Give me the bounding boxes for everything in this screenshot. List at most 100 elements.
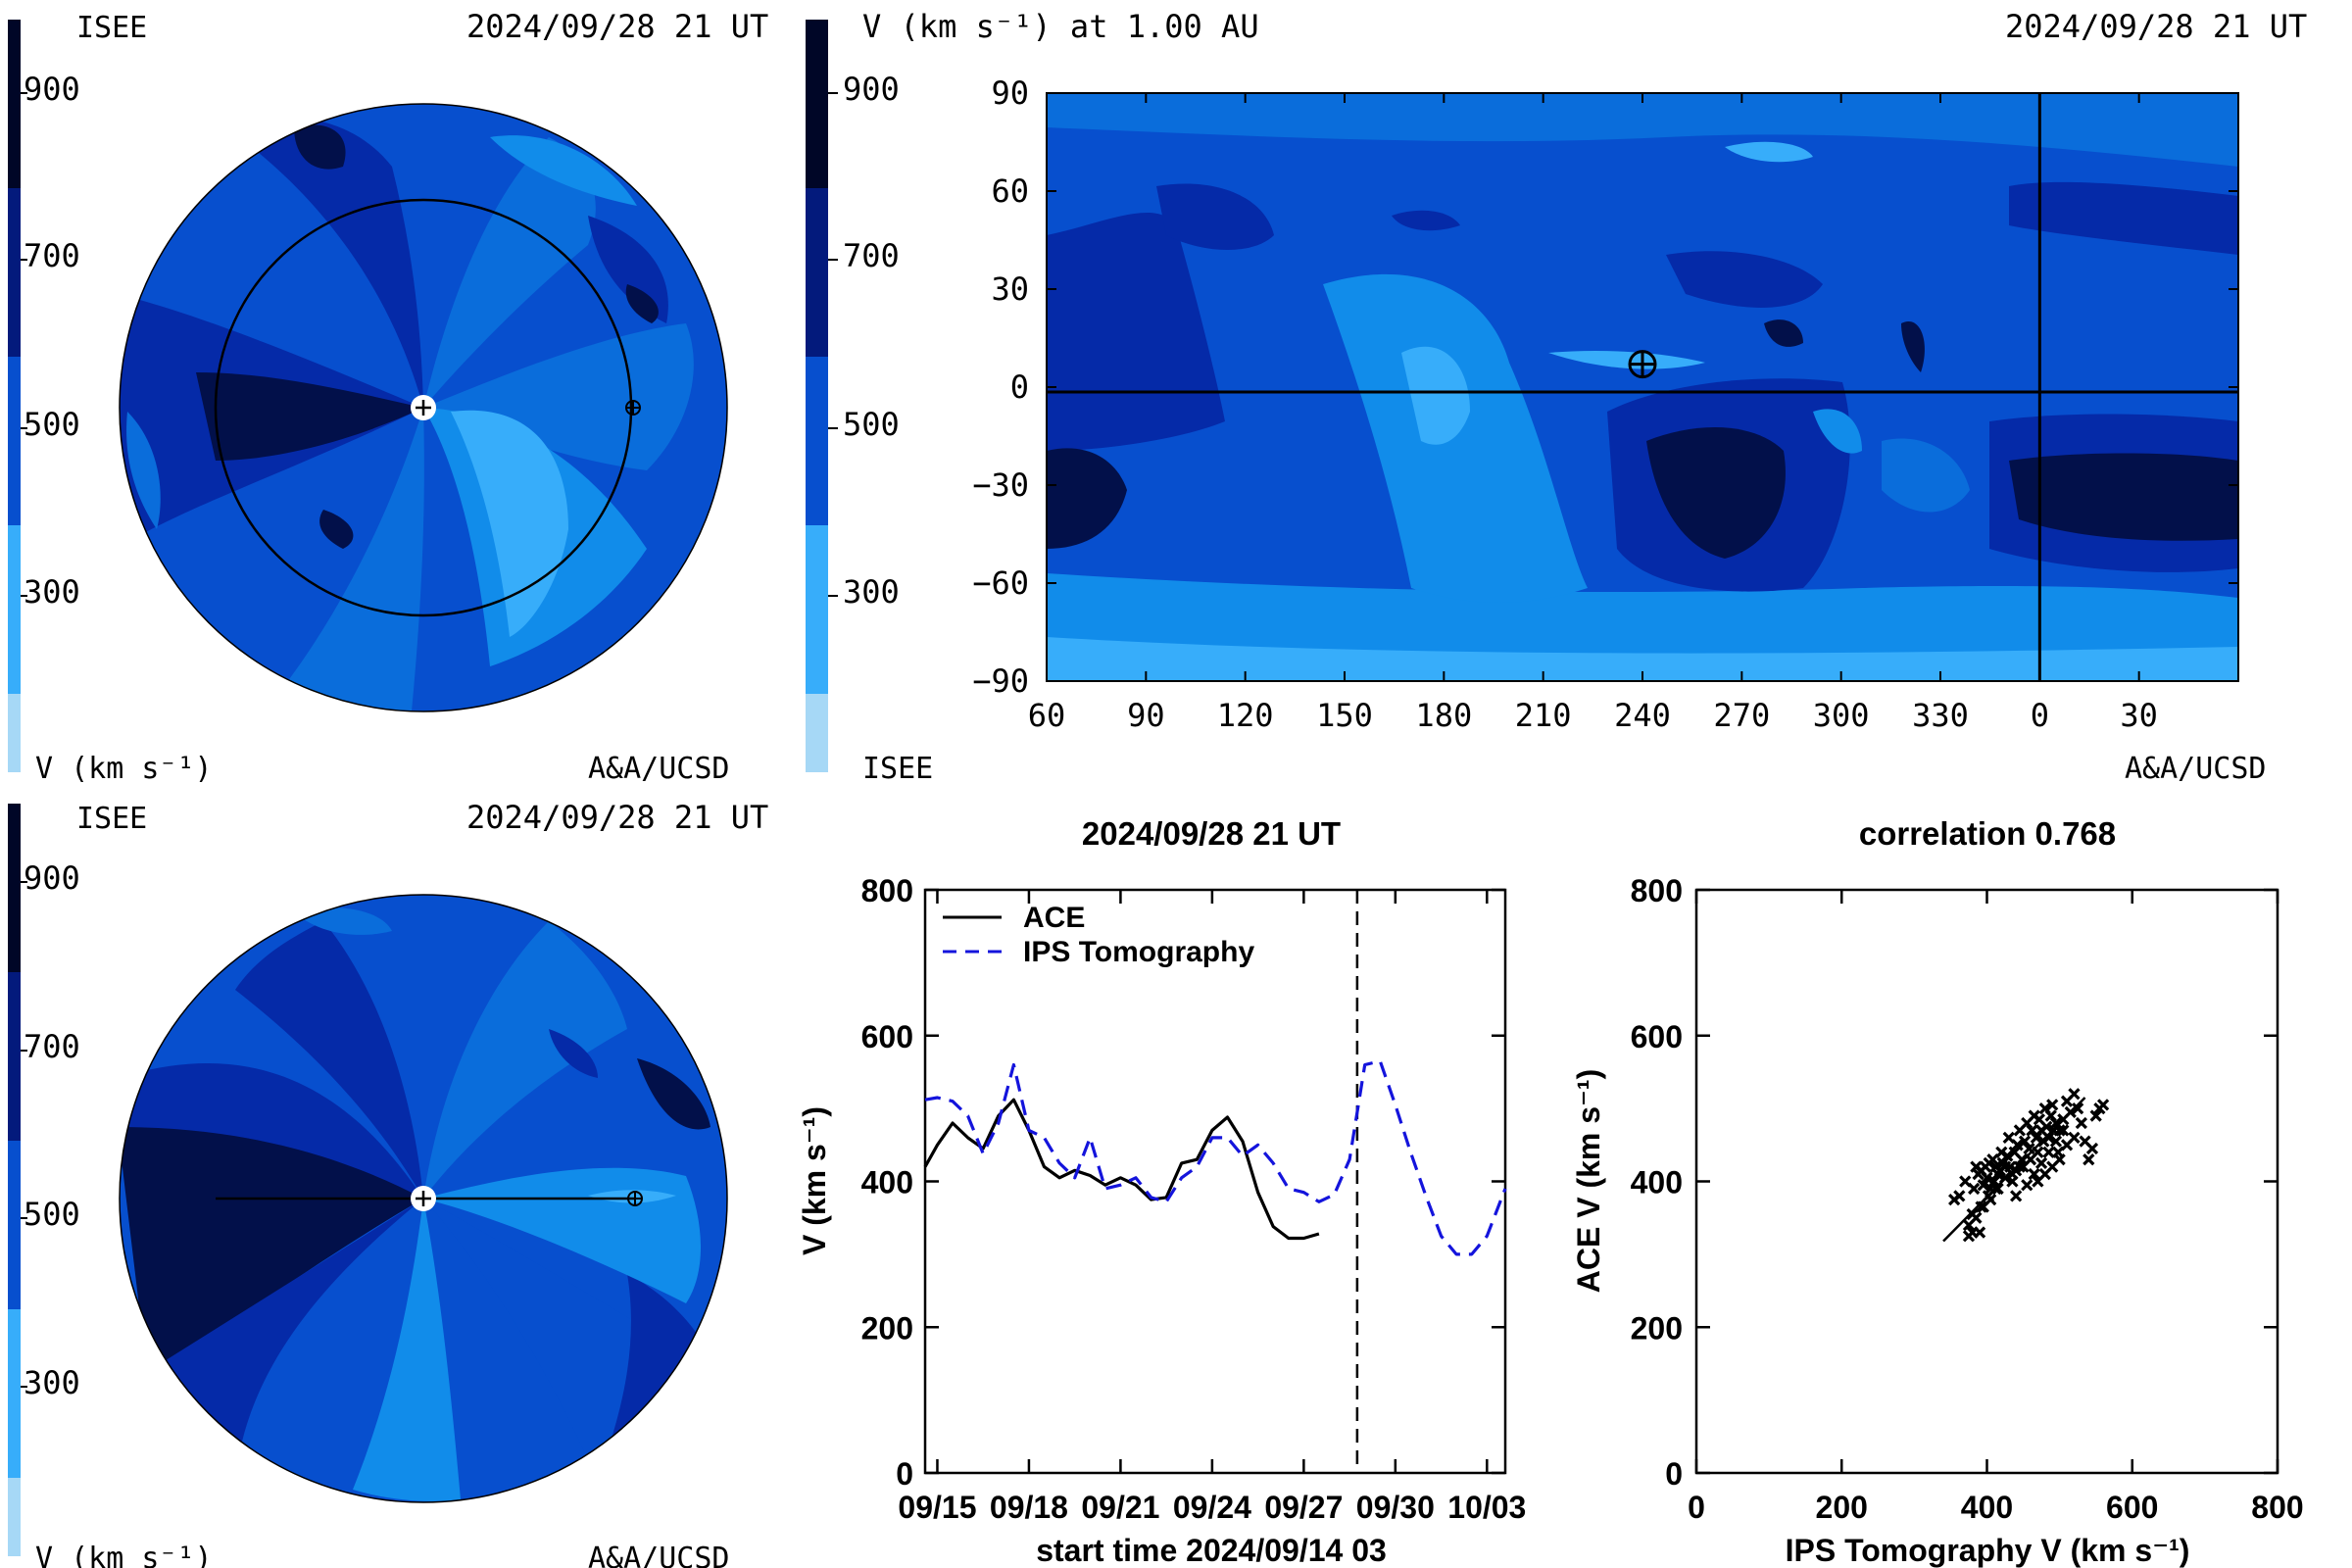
lat-tick-label: −90	[972, 662, 1029, 700]
x-tick-label: 09/27	[1264, 1490, 1343, 1525]
scatter-point	[1973, 1226, 1986, 1239]
y-tick-label: 400	[1631, 1165, 1683, 1200]
scatter-point	[2010, 1190, 2023, 1202]
scatter-point	[1953, 1190, 1966, 1202]
lon-tick-label: 270	[1713, 697, 1770, 734]
scatter-point	[2072, 1102, 2084, 1115]
colorbar-tick: 700	[843, 237, 900, 274]
lon-tick-label: 30	[2120, 697, 2158, 734]
scatter-point	[2011, 1139, 2024, 1152]
x-tick-label: 800	[2251, 1490, 2303, 1525]
scatter-point	[2089, 1109, 2102, 1122]
velocity-map	[1047, 93, 2238, 681]
scatter-point	[2068, 1088, 2081, 1101]
y-tick-label: 200	[861, 1310, 913, 1346]
lon-tick-label: 300	[1813, 697, 1870, 734]
colorbar-tick: 900	[24, 71, 80, 108]
earth-marker	[625, 400, 641, 416]
series-line-ace	[923, 1098, 1320, 1241]
x-tick-label: 0	[1688, 1490, 1705, 1525]
lat-tick-label: −60	[972, 564, 1029, 602]
time-series-axes: 0 200 400 600 800 09/15 09/18 09/21 09/24 09/27 09…	[861, 873, 1527, 1525]
time-series-plot	[923, 890, 1507, 1473]
lat-tick-label: 0	[1010, 368, 1029, 406]
x-tick-label: 200	[1816, 1490, 1868, 1525]
scatter-point	[2049, 1135, 2063, 1148]
map-title: V (km s⁻¹) at 1.00 AU	[862, 8, 1259, 45]
timestamp: 2024/09/28 21 UT	[2005, 8, 2307, 45]
y-tick-label: 600	[1631, 1019, 1683, 1054]
scatter-point	[2018, 1135, 2032, 1148]
panel-top-left: 900 700 500 300 ISEE 2024/09/28 21 UT V …	[8, 8, 768, 786]
lat-tick-label: 30	[991, 270, 1029, 308]
lon-tick-label: 90	[1127, 697, 1165, 734]
scatter-point	[2075, 1116, 2087, 1130]
timestamp: 2024/09/28 21 UT	[466, 8, 768, 45]
map-axes: 60 90 120 150 180 210 240 270 300 330 0 309060300−3…	[972, 74, 2238, 734]
earth-marker	[1628, 350, 1657, 379]
legend: ACE IPS Tomography	[943, 902, 1254, 968]
colorbar-tick: 700	[24, 1028, 80, 1065]
scatter-point	[1977, 1179, 1989, 1192]
lon-tick-label: 120	[1217, 697, 1274, 734]
scatter-point	[1984, 1193, 1997, 1206]
credit-label: A&A/UCSD	[588, 1542, 730, 1568]
scatter-point	[1991, 1182, 2004, 1196]
scatter-point	[2028, 1167, 2040, 1181]
scatter-point	[2085, 1142, 2099, 1155]
series-line-ips	[924, 1059, 1507, 1256]
lat-tick-label: 90	[991, 74, 1029, 112]
y-axis-label: ACE V (km s⁻¹)	[1571, 1069, 1606, 1293]
scatter-point	[2032, 1146, 2044, 1158]
chart-title: 2024/09/28 21 UT	[1082, 815, 1341, 852]
earth-marker	[627, 1191, 643, 1206]
scatter-point	[2040, 1120, 2053, 1133]
x-tick-label: 09/24	[1173, 1490, 1251, 1525]
scatter-point	[2046, 1099, 2059, 1111]
y-tick-label: 800	[861, 873, 913, 908]
scatter-point	[1981, 1171, 1993, 1184]
y-axis-label: V (km s⁻¹)	[797, 1106, 832, 1255]
scatter-point	[1970, 1211, 1983, 1224]
y-tick-label: 0	[896, 1456, 913, 1492]
colorbar-tick: 300	[24, 573, 80, 611]
x-tick-label: 09/15	[898, 1490, 976, 1525]
source-label: ISEE	[76, 802, 147, 836]
lon-tick-label: 150	[1316, 697, 1373, 734]
source-label: ISEE	[76, 11, 147, 45]
lat-tick-label: 60	[991, 172, 1029, 210]
scatter-point	[2034, 1156, 2048, 1170]
lon-tick-label: 180	[1415, 697, 1472, 734]
colorbar-tick: 700	[24, 237, 80, 274]
y-tick-label: 600	[861, 1019, 913, 1054]
colorbar-tick: 500	[24, 1196, 80, 1233]
lat-tick-label: −30	[972, 466, 1029, 504]
scatter-axes: 0 200 400 600 800 0 200 400 600 800	[1631, 873, 2304, 1525]
x-tick-label: 09/30	[1356, 1490, 1435, 1525]
scatter-point	[2064, 1105, 2077, 1118]
x-tick-label: 10/03	[1447, 1490, 1526, 1525]
colorbar-top-left: 900 700 500 300	[8, 20, 80, 772]
x-axis-label: start time 2024/09/14 03	[1036, 1533, 1387, 1568]
colorbar-tick: 900	[24, 859, 80, 897]
lon-tick-label: 0	[2031, 697, 2049, 734]
scatter-point	[2057, 1124, 2070, 1137]
x-tick-label: 600	[2106, 1490, 2158, 1525]
legend-label-ips: IPS Tomography	[1023, 936, 1254, 968]
velocity-label: V (km s⁻¹)	[35, 752, 213, 786]
y-tick-label: 0	[1665, 1456, 1683, 1492]
scatter-point	[2053, 1153, 2066, 1166]
lon-tick-label: 210	[1515, 697, 1572, 734]
source-label: ISEE	[862, 752, 933, 786]
scatter-point	[2001, 1150, 2014, 1162]
colorbar-tick: 500	[24, 406, 80, 443]
velocity-label: V (km s⁻¹)	[35, 1542, 213, 1568]
panel-time-series: 2024/09/28 21 UT 0 200 400 600 800 09/15 09/18…	[797, 815, 1526, 1568]
scatter-point	[2013, 1160, 2026, 1173]
scatter-point	[1998, 1171, 2012, 1184]
y-tick-label: 800	[1631, 873, 1683, 908]
x-axis-label: IPS Tomography V (km s⁻¹)	[1786, 1533, 2190, 1568]
x-tick-label: 09/18	[990, 1490, 1068, 1525]
colorbar-tick: 300	[843, 573, 900, 611]
